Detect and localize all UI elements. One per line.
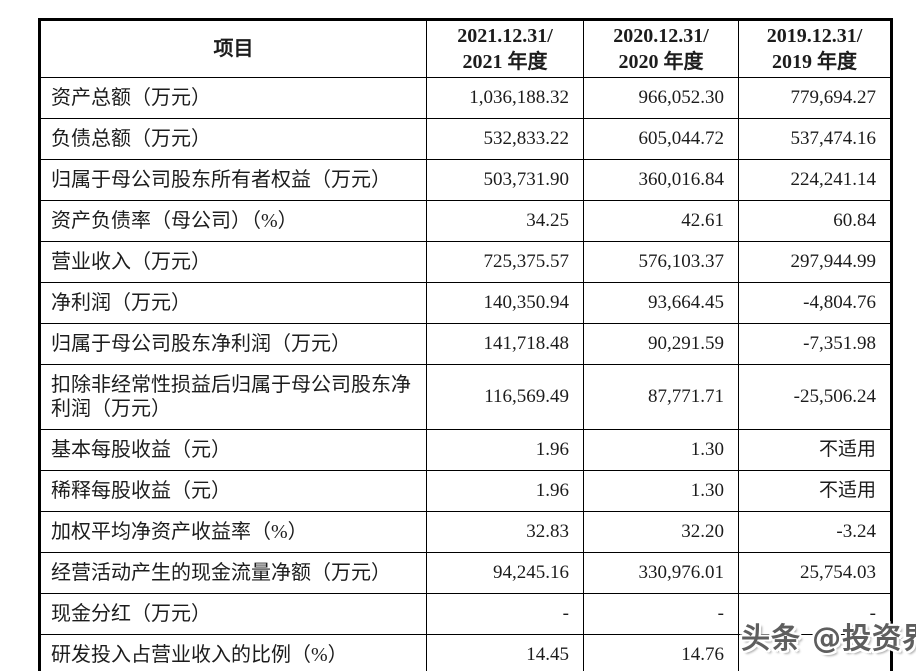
value-2021: 532,833.22 bbox=[426, 118, 584, 160]
table-row: 研发投入占营业收入的比例（%） 14.45 14.76 bbox=[39, 634, 892, 671]
table-row: 现金分红（万元） - - - bbox=[39, 593, 892, 635]
value-2019: -7,351.98 bbox=[738, 323, 892, 365]
value-2020: 87,771.71 bbox=[583, 364, 739, 430]
column-header-2020: 2020.12.31/ 2020 年度 bbox=[583, 19, 739, 78]
period-2021-line1: 2021.12.31/ bbox=[457, 25, 553, 47]
value-2020: 576,103.37 bbox=[583, 241, 739, 283]
row-label: 经营活动产生的现金流量净额（万元） bbox=[39, 552, 427, 594]
row-label: 现金分红（万元） bbox=[39, 593, 427, 635]
row-label: 基本每股收益（元） bbox=[39, 429, 427, 471]
value-2021: 140,350.94 bbox=[426, 282, 584, 324]
value-2019: 224,241.14 bbox=[738, 159, 892, 201]
value-2019: -25,506.24 bbox=[738, 364, 892, 430]
toutiao-touzijie-watermark: 头条 @投资界 bbox=[741, 621, 916, 655]
value-2021: 34.25 bbox=[426, 200, 584, 242]
value-2020: 1.30 bbox=[583, 470, 739, 512]
value-2020: 42.61 bbox=[583, 200, 739, 242]
row-label: 资产负债率（母公司）（%） bbox=[39, 200, 427, 242]
value-2021: 1,036,188.32 bbox=[426, 77, 584, 119]
value-2019: 297,944.99 bbox=[738, 241, 892, 283]
value-2020: 90,291.59 bbox=[583, 323, 739, 365]
value-2020: 32.20 bbox=[583, 511, 739, 553]
table-row: 归属于母公司股东所有者权益（万元） 503,731.90 360,016.84 … bbox=[39, 159, 892, 201]
period-2019-line1: 2019.12.31/ bbox=[766, 25, 863, 47]
row-label: 稀释每股收益（元） bbox=[39, 470, 427, 512]
value-2019: 537,474.16 bbox=[738, 118, 892, 160]
value-2019: 60.84 bbox=[738, 200, 892, 242]
value-2019: 不适用 bbox=[738, 429, 892, 471]
period-2019-line2: 2019 年度 bbox=[772, 51, 857, 73]
value-2020: 360,016.84 bbox=[583, 159, 739, 201]
value-2021: 1.96 bbox=[426, 470, 584, 512]
value-2020: 14.76 bbox=[583, 634, 739, 671]
value-2021: 14.45 bbox=[426, 634, 584, 671]
row-label: 资产总额（万元） bbox=[39, 77, 427, 119]
value-2020: 966,052.30 bbox=[583, 77, 739, 119]
table-row: 稀释每股收益（元） 1.96 1.30 不适用 bbox=[39, 470, 892, 512]
row-label: 归属于母公司股东所有者权益（万元） bbox=[39, 159, 427, 201]
value-2019: 25,754.03 bbox=[738, 552, 892, 594]
period-2020-line2: 2020 年度 bbox=[618, 51, 704, 73]
value-2020: - bbox=[583, 593, 739, 635]
column-header-item: 项目 bbox=[39, 19, 427, 78]
table-row: 营业收入（万元） 725,375.57 576,103.37 297,944.9… bbox=[39, 241, 892, 283]
value-2019: 不适用 bbox=[738, 470, 892, 512]
value-2021: 94,245.16 bbox=[426, 552, 584, 594]
table-row: 扣除非经常性损益后归属于母公司股东净利润（万元） 116,569.49 87,7… bbox=[39, 364, 892, 430]
column-header-2019: 2019.12.31/ 2019 年度 bbox=[738, 19, 892, 78]
table-row: 资产负债率（母公司）（%） 34.25 42.61 60.84 bbox=[39, 200, 892, 242]
value-2021: - bbox=[426, 593, 584, 635]
column-header-2021: 2021.12.31/ 2021 年度 bbox=[426, 19, 584, 78]
value-2021: 725,375.57 bbox=[426, 241, 584, 283]
value-2021: 116,569.49 bbox=[426, 364, 584, 430]
value-2021: 503,731.90 bbox=[426, 159, 584, 201]
value-2021: 32.83 bbox=[426, 511, 584, 553]
value-2020: 1.30 bbox=[583, 429, 739, 471]
table-row: 归属于母公司股东净利润（万元） 141,718.48 90,291.59 -7,… bbox=[39, 323, 892, 365]
row-label: 归属于母公司股东净利润（万元） bbox=[39, 323, 427, 365]
value-2019 bbox=[738, 634, 892, 671]
table-row: 资产总额（万元） 1,036,188.32 966,052.30 779,694… bbox=[39, 77, 892, 119]
value-2021: 141,718.48 bbox=[426, 323, 584, 365]
period-2021-line2: 2021 年度 bbox=[462, 51, 548, 73]
value-2019: -3.24 bbox=[738, 511, 892, 553]
financial-summary-table: 项目 2021.12.31/ 2021 年度 2020.12.31/ 2020 … bbox=[38, 18, 893, 671]
table-row: 净利润（万元） 140,350.94 93,664.45 -4,804.76 bbox=[39, 282, 892, 324]
row-label: 加权平均净资产收益率（%） bbox=[39, 511, 427, 553]
header-row: 项目 2021.12.31/ 2021 年度 2020.12.31/ 2020 … bbox=[39, 19, 892, 78]
value-2020: 605,044.72 bbox=[583, 118, 739, 160]
table-row: 基本每股收益（元） 1.96 1.30 不适用 bbox=[39, 429, 892, 471]
value-2020: 93,664.45 bbox=[583, 282, 739, 324]
row-label: 营业收入（万元） bbox=[39, 241, 427, 283]
table-row: 负债总额（万元） 532,833.22 605,044.72 537,474.1… bbox=[39, 118, 892, 160]
value-2020: 330,976.01 bbox=[583, 552, 739, 594]
value-2021: 1.96 bbox=[426, 429, 584, 471]
table-row: 经营活动产生的现金流量净额（万元） 94,245.16 330,976.01 2… bbox=[39, 552, 892, 594]
row-label: 负债总额（万元） bbox=[39, 118, 427, 160]
row-label: 研发投入占营业收入的比例（%） bbox=[39, 634, 427, 671]
period-2020-line1: 2020.12.31/ bbox=[613, 25, 709, 47]
row-label: 净利润（万元） bbox=[39, 282, 427, 324]
row-label: 扣除非经常性损益后归属于母公司股东净利润（万元） bbox=[39, 364, 427, 430]
value-2019: 779,694.27 bbox=[738, 77, 892, 119]
value-2019: -4,804.76 bbox=[738, 282, 892, 324]
table-row: 加权平均净资产收益率（%） 32.83 32.20 -3.24 bbox=[39, 511, 892, 553]
